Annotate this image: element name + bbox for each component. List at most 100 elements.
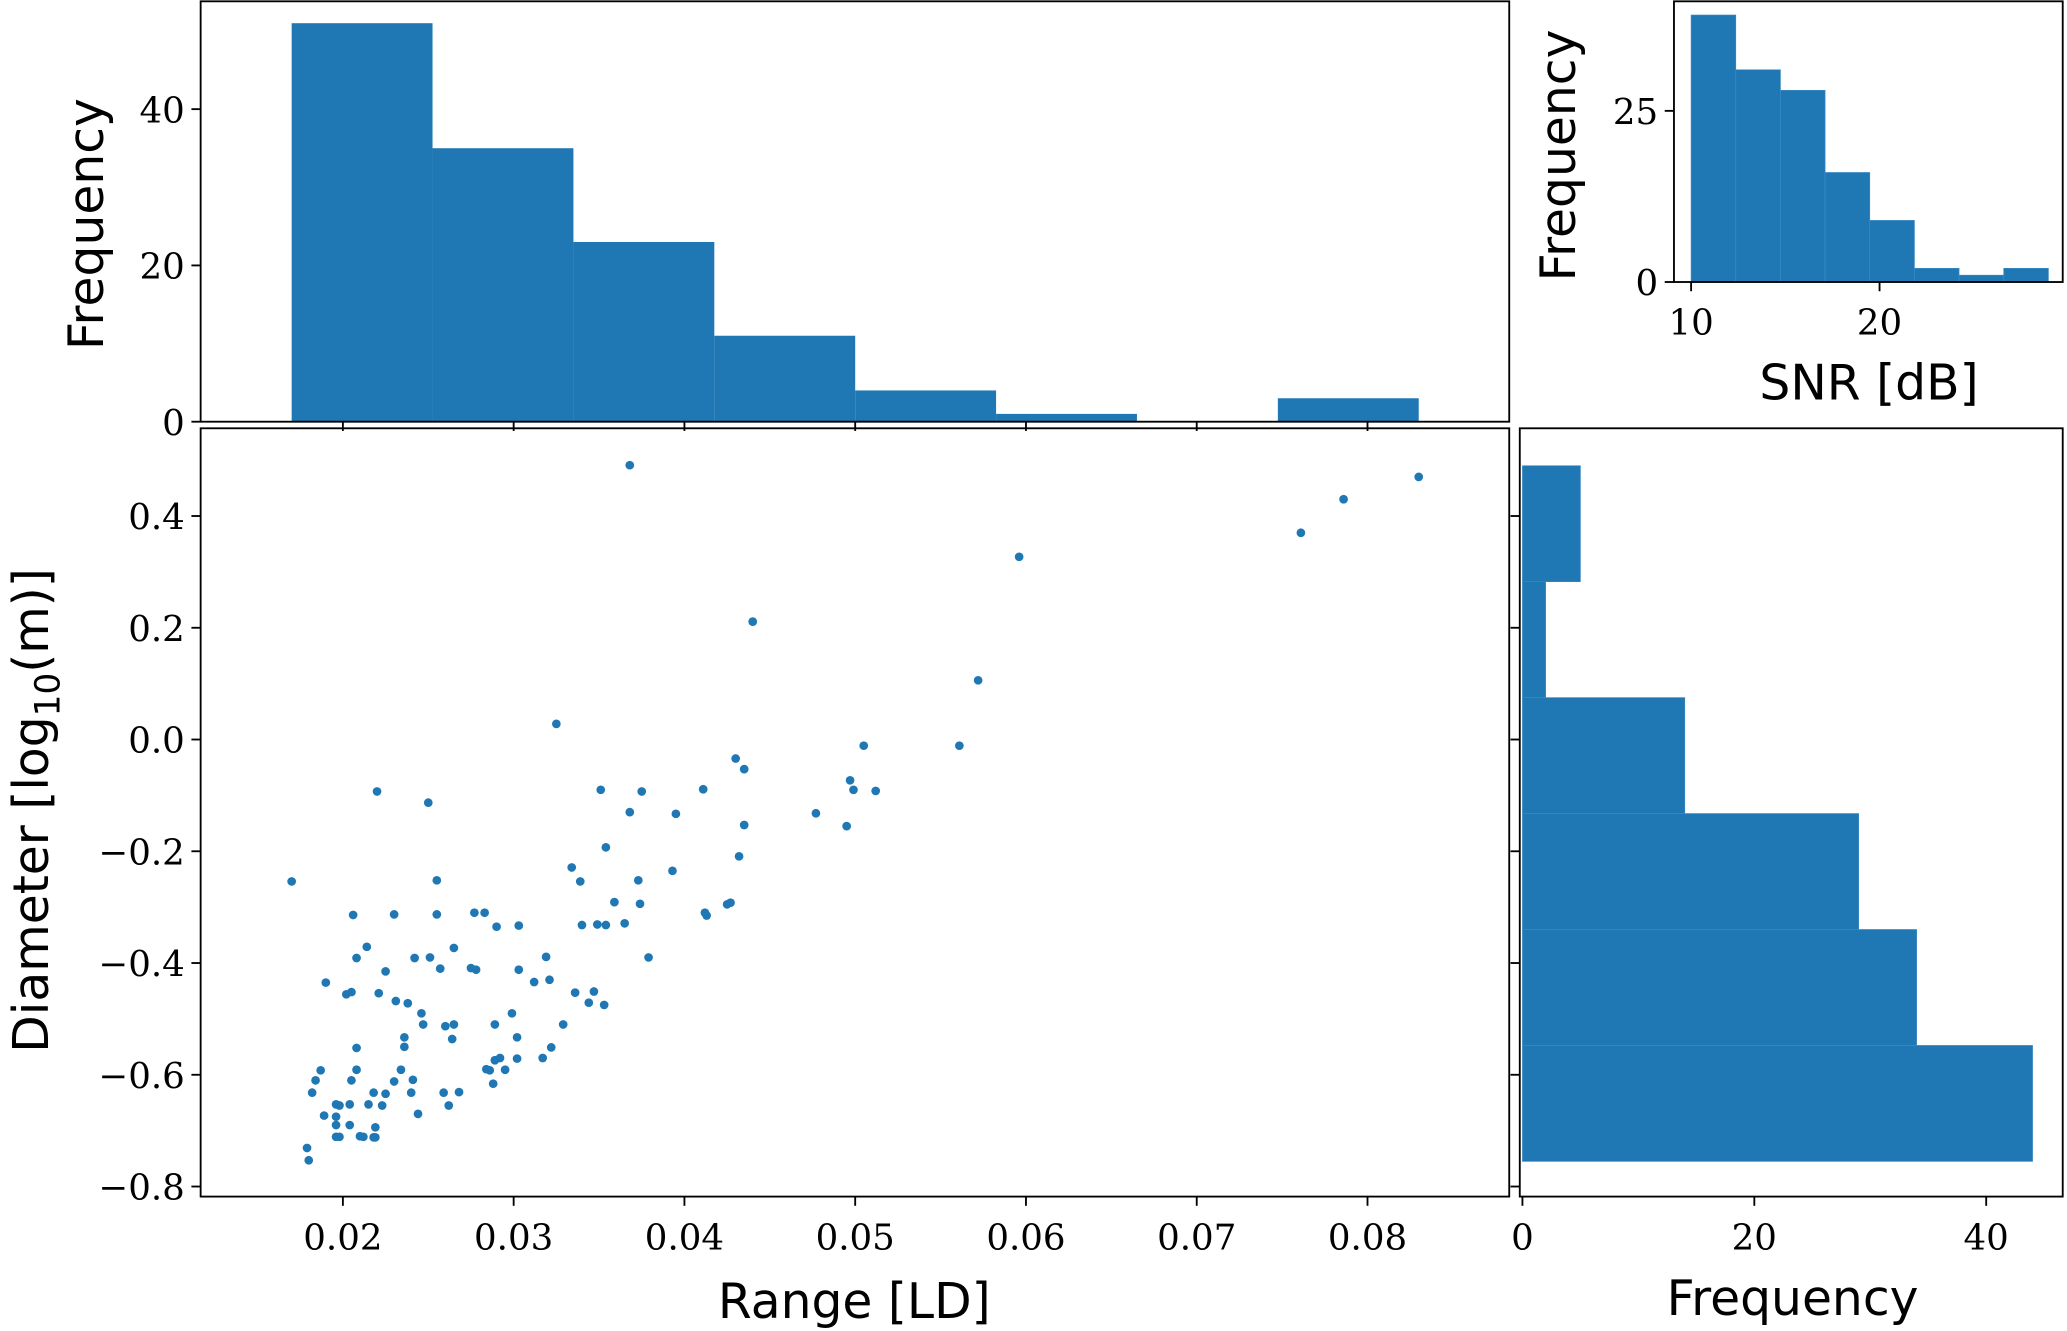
scatter-point: [955, 741, 964, 751]
scatter-panel: 0.02 0.03 0.04 0.05 0.06 0.07 0.08 0.4 0.2 0.0 −0.…: [98, 427, 1511, 1258]
scatter-point: [352, 953, 361, 963]
y-tick-label: 25: [1613, 92, 1658, 133]
scatter-point: [331, 1120, 341, 1130]
scatter-point: [871, 786, 881, 796]
scatter-point: [973, 675, 983, 685]
x-tick-label: 0.06: [986, 1217, 1065, 1258]
scatter-point: [400, 1032, 409, 1042]
y-tick-label: −0.8: [98, 1168, 184, 1209]
scatter-point: [592, 920, 602, 929]
scatter-point: [471, 965, 481, 975]
scatter-point: [507, 1008, 517, 1018]
scatter-point: [370, 1133, 380, 1142]
scatter-point: [625, 460, 635, 470]
scatter-point: [529, 977, 539, 987]
x-tick-label: 40: [1964, 1217, 2009, 1258]
diameter_hist-axes-frame: [1518, 427, 2064, 1198]
scatter-point: [403, 998, 413, 1008]
scatter-point: [596, 785, 606, 795]
scatter-point: [637, 787, 647, 796]
histogram-bar: [1780, 89, 1826, 283]
scatter-ylabel-main: Diameter [log: [4, 716, 60, 1052]
scatter-point: [391, 996, 401, 1006]
scatter-point: [734, 851, 744, 861]
scatter-point: [400, 1042, 409, 1052]
scatter-point: [570, 988, 580, 997]
scatter-point: [671, 809, 681, 819]
scatter-point: [425, 953, 435, 962]
y-tick-label: −0.4: [98, 944, 184, 985]
histogram-bar: [1522, 813, 1859, 930]
scatter-point: [444, 1101, 454, 1110]
scatter-xlabel: Range [LD]: [718, 1274, 991, 1330]
scatter-point: [449, 943, 459, 953]
scatter-point: [345, 1120, 355, 1130]
scatter-point: [389, 1077, 399, 1086]
scatter-point: [625, 807, 635, 817]
scatter-point: [490, 1055, 500, 1065]
scatter-point: [577, 920, 587, 930]
scatter-point: [811, 808, 821, 818]
scatter-point: [514, 921, 524, 930]
scatter-point: [423, 798, 433, 808]
scatter-point: [287, 877, 297, 886]
scatter-point: [589, 987, 599, 996]
histogram-bar: [1869, 220, 1915, 283]
scatter-point: [731, 754, 741, 763]
scatter-point: [620, 919, 630, 928]
range_hist-panel: 0 20 40: [140, 0, 1511, 444]
snr_hist-panel: 10 20 0 25: [1613, 0, 2064, 344]
y-tick-label: 0: [1636, 263, 1659, 304]
scatter-point: [541, 952, 551, 962]
scatter-point: [432, 875, 442, 885]
histogram-bar: [996, 413, 1137, 422]
histogram-bar: [1522, 581, 1546, 698]
scatter-point: [726, 898, 735, 908]
scatter-ylabel-suffix: (m)]: [4, 568, 60, 673]
scatter-point: [311, 1076, 320, 1085]
y-tick-label: 0.4: [128, 497, 185, 538]
histogram-bar: [1735, 69, 1781, 283]
x-tick-label: 0.03: [474, 1217, 553, 1258]
scatter-point: [454, 1087, 464, 1097]
scatter-point: [381, 1089, 390, 1099]
diameter-hist-xlabel: Frequency: [1667, 1271, 1919, 1327]
x-tick-label: 0.08: [1328, 1217, 1407, 1258]
scatter-point: [362, 942, 372, 952]
scatter-point: [302, 1143, 312, 1153]
scatter-point: [374, 988, 384, 998]
scatter-point: [567, 863, 577, 872]
scatter-point: [601, 920, 611, 930]
scatter-point: [372, 787, 382, 796]
scatter-point: [842, 821, 852, 831]
scatter-point: [739, 820, 749, 830]
scatter-point: [348, 910, 358, 920]
scatter-point: [370, 1122, 380, 1132]
scatter-point: [440, 1021, 450, 1031]
scatter-point: [381, 967, 390, 976]
snr-hist-ylabel: Frequency: [1531, 30, 1587, 282]
scatter-point: [1339, 494, 1348, 504]
scatter-point: [551, 719, 561, 729]
scatter-point: [558, 1020, 568, 1029]
histogram-bar: [1824, 172, 1871, 283]
scatter-point: [413, 1109, 423, 1119]
scatter-point: [1296, 528, 1306, 538]
scatter-point: [345, 1100, 355, 1109]
y-tick-label: 0: [162, 403, 185, 444]
x-tick-label: 0.02: [303, 1217, 382, 1258]
histogram-bar: [432, 148, 574, 422]
scatter-point: [584, 998, 594, 1008]
scatter-point: [335, 1132, 344, 1142]
diameter_hist-panel: 0 20 40: [1510, 427, 2064, 1258]
scatter-point: [432, 910, 442, 919]
scatter-point: [545, 975, 554, 985]
snr-hist-xlabel: SNR [dB]: [1759, 355, 1978, 411]
scatter-point: [488, 1079, 498, 1089]
scatter-point: [485, 1065, 495, 1075]
scatter-point: [410, 953, 419, 963]
y-tick-label: 0.0: [128, 721, 185, 762]
scatter-point: [435, 964, 445, 973]
scatter-point: [599, 1000, 609, 1010]
